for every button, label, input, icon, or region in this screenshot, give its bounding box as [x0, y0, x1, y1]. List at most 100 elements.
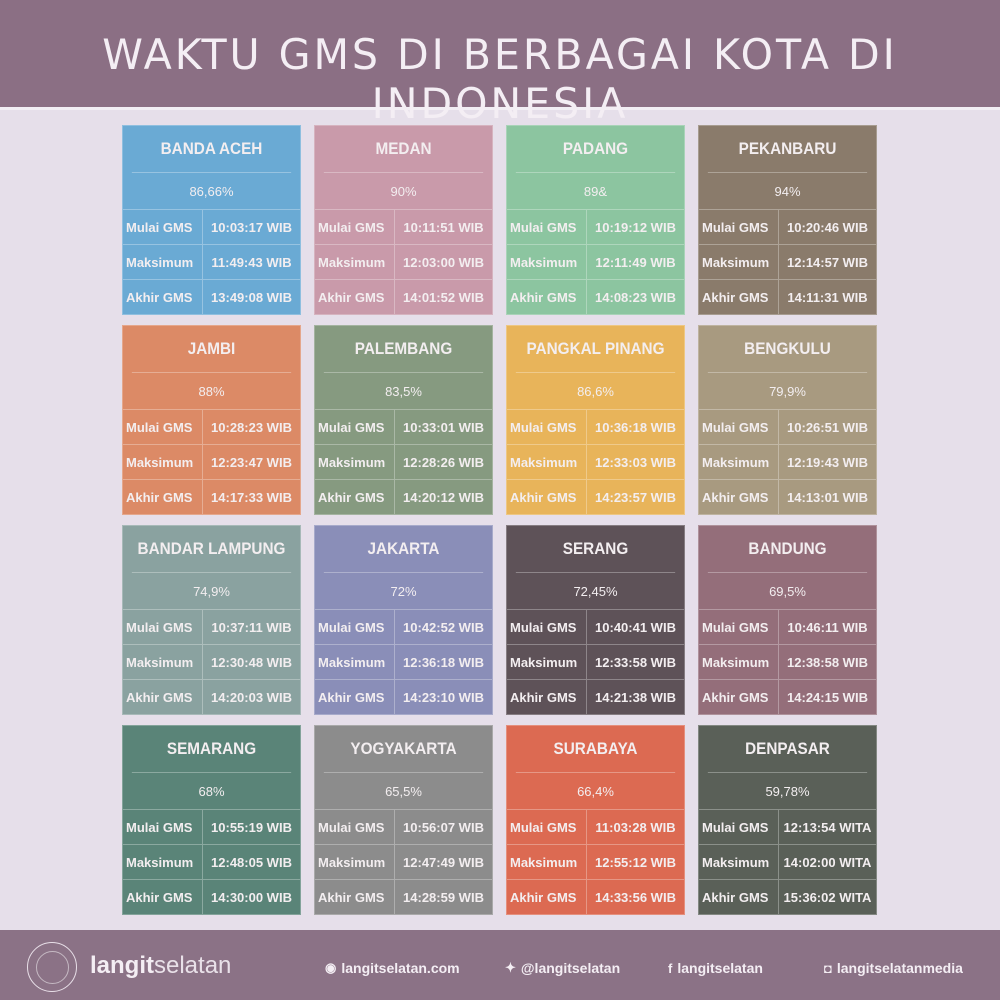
row-time: 14:08:23 WIB [595, 289, 676, 305]
eclipse-percent: 83,5% [315, 373, 492, 410]
row-start: Mulai GMS 12:13:54 WITA [699, 810, 876, 845]
row-label: Maksimum [699, 445, 779, 479]
row-label: Maksimum [315, 445, 395, 479]
row-label: Maksimum [315, 845, 395, 879]
instagram-link[interactable]: ◘ langitselatanmedia [824, 960, 963, 976]
city-card: PEKANBARU 94% Mulai GMS 10:20:46 WIB Maksimu… [698, 125, 877, 315]
row-label: Akhir GMS [507, 480, 587, 514]
row-maximum: Maksimum 12:11:49 WIB [507, 245, 684, 280]
row-time: 12:36:18 WIB [403, 654, 484, 670]
row-label: Mulai GMS [123, 810, 203, 844]
row-label: Maksimum [699, 645, 779, 679]
row-label: Akhir GMS [123, 880, 203, 914]
website-link[interactable]: ◉ langitselatan.com [325, 960, 460, 976]
city-card: PADANG 89& Mulai GMS 10:19:12 WIB Maksimum 12… [506, 125, 685, 315]
row-time: 10:37:11 WIB [211, 619, 292, 635]
city-name: SURABAYA [515, 726, 676, 773]
row-time: 12:14:57 WIB [787, 254, 868, 270]
city-name: PANGKAL PINANG [515, 326, 676, 373]
row-label: Mulai GMS [123, 210, 203, 244]
row-label: Akhir GMS [123, 280, 203, 314]
row-label: Akhir GMS [315, 480, 395, 514]
brand-bold: langit [90, 952, 154, 979]
row-start: Mulai GMS 10:37:11 WIB [123, 610, 300, 645]
row-label: Maksimum [123, 445, 203, 479]
facebook-icon: f [668, 960, 673, 976]
row-time: 11:03:28 WIB [595, 819, 676, 835]
eclipse-percent: 72% [315, 573, 492, 610]
eclipse-percent: 66,4% [507, 773, 684, 810]
city-card: JAKARTA 72% Mulai GMS 10:42:52 WIB Maksimum 1… [314, 525, 493, 715]
eclipse-percent: 69,5% [699, 573, 876, 610]
page-title: WAKTU GMS DI BERBAGAI KOTA DI INDONESIA [102, 30, 898, 128]
row-end: Akhir GMS 14:20:03 WIB [123, 680, 300, 714]
city-card: PANGKAL PINANG 86,6% Mulai GMS 10:36:18 WIB… [506, 325, 685, 515]
eclipse-percent: 94% [699, 173, 876, 210]
row-time: 14:20:03 WIB [211, 689, 292, 705]
row-maximum: Maksimum 12:36:18 WIB [315, 645, 492, 680]
row-start: Mulai GMS 10:42:52 WIB [315, 610, 492, 645]
row-label: Maksimum [315, 245, 395, 279]
twitter-link[interactable]: ✦ @langitselatan [505, 960, 620, 976]
city-card: DENPASAR 59,78% Mulai GMS 12:13:54 WITA Maks… [698, 725, 877, 915]
city-name: JAMBI [131, 326, 292, 373]
row-label: Mulai GMS [507, 210, 587, 244]
row-start: Mulai GMS 10:20:46 WIB [699, 210, 876, 245]
city-card: BANDA ACEH 86,66% Mulai GMS 10:03:17 WIB Mak… [122, 125, 301, 315]
row-time: 12:19:43 WIB [787, 454, 868, 470]
eclipse-percent: 74,9% [123, 573, 300, 610]
eclipse-percent: 90% [315, 173, 492, 210]
instagram-text: langitselatanmedia [836, 960, 963, 976]
row-time: 14:30:00 WIB [211, 889, 292, 905]
city-name: PEKANBARU [707, 126, 868, 173]
row-time: 14:01:52 WIB [403, 289, 484, 305]
row-label: Mulai GMS [315, 410, 395, 444]
row-end: Akhir GMS 14:28:59 WIB [315, 880, 492, 914]
row-time: 10:26:51 WIB [787, 419, 868, 435]
row-start: Mulai GMS 10:33:01 WIB [315, 410, 492, 445]
row-time: 15:36:02 WITA [783, 889, 872, 905]
row-label: Mulai GMS [699, 810, 779, 844]
row-label: Mulai GMS [699, 610, 779, 644]
row-time: 12:55:12 WIB [595, 854, 676, 870]
row-start: Mulai GMS 10:28:23 WIB [123, 410, 300, 445]
row-label: Akhir GMS [699, 480, 779, 514]
city-card: MEDAN 90% Mulai GMS 10:11:51 WIB Maksimum 12:… [314, 125, 493, 315]
row-time: 14:17:33 WIB [211, 489, 292, 505]
row-maximum: Maksimum 12:48:05 WIB [123, 845, 300, 880]
city-card: JAMBI 88% Mulai GMS 10:28:23 WIB Maksimum 12:… [122, 325, 301, 515]
row-label: Maksimum [699, 245, 779, 279]
row-time: 14:02:00 WITA [783, 854, 872, 870]
row-label: Mulai GMS [123, 610, 203, 644]
eclipse-percent: 72,45% [507, 573, 684, 610]
row-time: 12:11:49 WIB [595, 254, 676, 270]
row-label: Akhir GMS [699, 280, 779, 314]
city-name: SERANG [515, 526, 676, 573]
city-card: SERANG 72,45% Mulai GMS 10:40:41 WIB Maksimu… [506, 525, 685, 715]
header-banner: WAKTU GMS DI BERBAGAI KOTA DI INDONESIA [0, 0, 1000, 128]
row-label: Maksimum [123, 845, 203, 879]
row-end: Akhir GMS 14:08:23 WIB [507, 280, 684, 314]
twitter-text: @langitselatan [520, 960, 621, 976]
facebook-link[interactable]: f langitselatan [668, 960, 763, 976]
eclipse-percent: 89& [507, 173, 684, 210]
row-label: Mulai GMS [315, 210, 395, 244]
row-end: Akhir GMS 14:30:00 WIB [123, 880, 300, 914]
row-label: Maksimum [315, 645, 395, 679]
row-label: Mulai GMS [507, 810, 587, 844]
row-label: Akhir GMS [123, 480, 203, 514]
row-start: Mulai GMS 10:56:07 WIB [315, 810, 492, 845]
row-label: Maksimum [507, 245, 587, 279]
row-label: Maksimum [699, 845, 779, 879]
row-start: Mulai GMS 10:26:51 WIB [699, 410, 876, 445]
row-time: 10:33:01 WIB [403, 419, 484, 435]
row-start: Mulai GMS 10:11:51 WIB [315, 210, 492, 245]
row-end: Akhir GMS 14:23:57 WIB [507, 480, 684, 514]
row-time: 12:23:47 WIB [211, 454, 292, 470]
row-time: 12:48:05 WIB [211, 854, 292, 870]
row-end: Akhir GMS 14:21:38 WIB [507, 680, 684, 714]
row-maximum: Maksimum 12:47:49 WIB [315, 845, 492, 880]
row-maximum: Maksimum 12:33:58 WIB [507, 645, 684, 680]
row-start: Mulai GMS 10:36:18 WIB [507, 410, 684, 445]
city-name: DENPASAR [707, 726, 868, 773]
